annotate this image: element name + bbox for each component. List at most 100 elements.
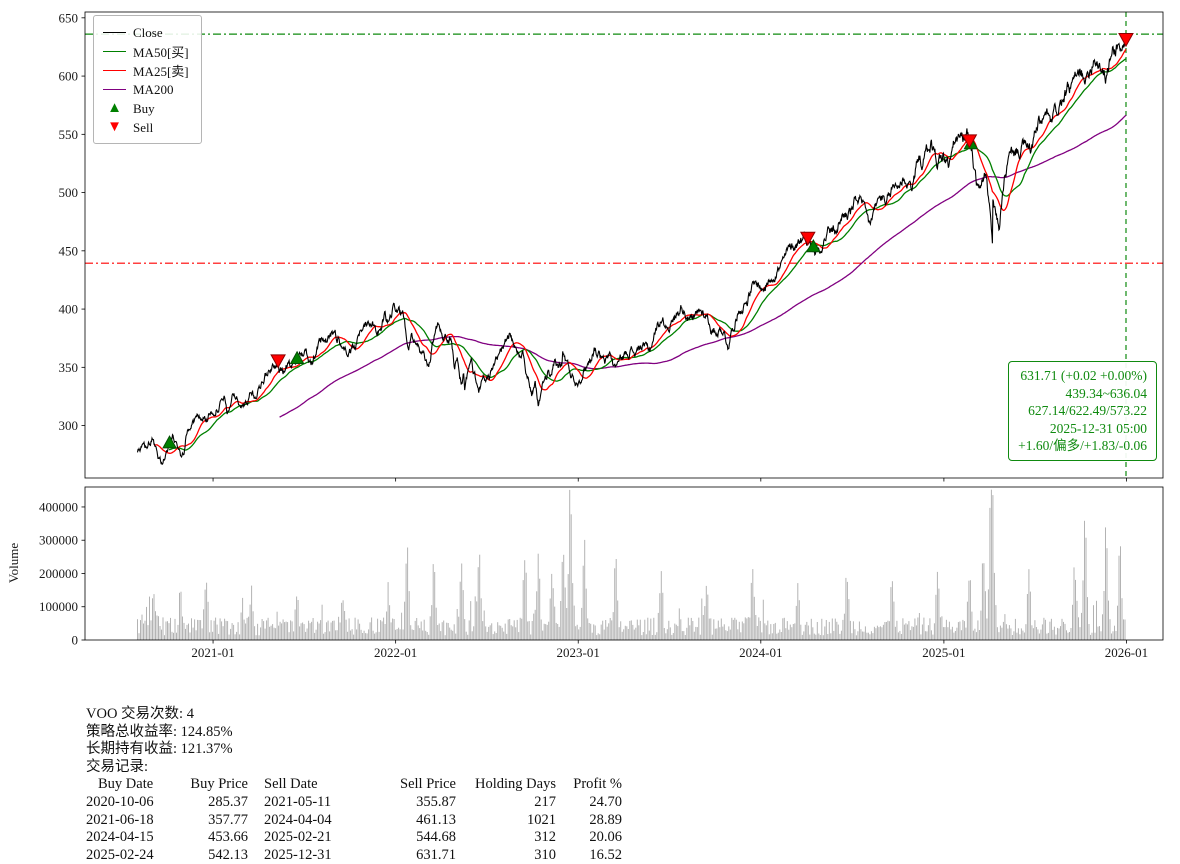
volume-bars xyxy=(137,489,1126,640)
close-line xyxy=(136,39,1127,465)
sell-marker xyxy=(799,231,816,246)
trade-cell: 28.89 xyxy=(589,811,622,828)
sell-marker xyxy=(961,134,978,149)
trades-header-cell: Sell Date xyxy=(264,776,318,793)
price-tick-label: 650 xyxy=(59,10,79,25)
trades-header-cell: Holding Days xyxy=(475,776,556,793)
price-tick-label: 350 xyxy=(59,360,79,375)
price-annotation-box: 631.71 (+0.02 +0.00%) 439.34~636.04 627.… xyxy=(1008,361,1157,461)
legend-item-ma25: MA25[卖] xyxy=(103,61,189,80)
trade-cell: 20.06 xyxy=(589,829,622,846)
axes: 300 350 400 450 500 550 600 650 0 100000 200000 300… xyxy=(39,10,1164,660)
trade-cell: 631.71 xyxy=(416,846,456,863)
volume-tick-label: 300000 xyxy=(39,533,78,548)
sell-swatch-icon: ▼ xyxy=(107,119,122,135)
buy-swatch-icon: ▲ xyxy=(107,100,122,116)
trade-cell: 2024-04-15 xyxy=(86,829,154,846)
legend-item-ma50: MA50[买] xyxy=(103,42,189,61)
trade-cell: 285.37 xyxy=(208,793,248,810)
trade-cell: 357.77 xyxy=(208,811,248,828)
volume-tick-label: 0 xyxy=(72,633,79,648)
date-tick-label: 2022-01 xyxy=(374,645,417,660)
stats-block: VOO 交易次数: 4 策略总收益率: 124.85% 长期持有收益: 121.… xyxy=(86,706,1180,864)
ma25-swatch-icon xyxy=(103,70,126,71)
trade-cell: 24.70 xyxy=(589,793,622,810)
price-tick-label: 300 xyxy=(59,418,79,433)
volume-axis-label: Volume xyxy=(6,542,21,584)
trade-cell: 2025-12-31 xyxy=(264,846,332,863)
trades-header-cell: Buy Price xyxy=(190,776,248,793)
date-tick-label: 2026-01 xyxy=(1105,645,1148,660)
volume-tick-label: 400000 xyxy=(39,499,78,514)
trade-cell: 544.68 xyxy=(416,829,456,846)
legend-item-ma200: MA200 xyxy=(103,80,189,99)
trades-header-cell: Profit % xyxy=(573,776,622,793)
trade-count-line: VOO 交易次数: 4 xyxy=(86,706,194,722)
buy-marker xyxy=(805,239,821,253)
legend-item-close: Close xyxy=(103,23,189,42)
legend-label: MA200 xyxy=(133,81,174,97)
legend-label: Close xyxy=(133,24,163,40)
trades-header-cell: Sell Price xyxy=(400,776,456,793)
buy-markers xyxy=(162,135,979,449)
trade-cell: 2025-02-21 xyxy=(264,829,332,846)
annotation-ma-values: 627.14/622.49/573.22 xyxy=(1028,403,1147,418)
price-tick-label: 500 xyxy=(59,185,79,200)
ma50-swatch-icon xyxy=(103,51,126,52)
price-lines xyxy=(136,39,1127,465)
legend-label: MA25[卖] xyxy=(133,64,189,79)
annotation-timestamp: 2025-12-31 05:00 xyxy=(1049,420,1147,436)
trade-cell: 2024-04-04 xyxy=(264,811,332,828)
ma200-swatch-icon xyxy=(103,89,126,90)
ma25-line xyxy=(153,48,1127,454)
trade-cell: 542.13 xyxy=(208,846,248,863)
trades-header-cell: Buy Date xyxy=(98,776,154,793)
buy-marker xyxy=(289,350,305,364)
trade-cell: 2021-06-18 xyxy=(86,811,154,828)
close-swatch-icon xyxy=(103,32,126,33)
trade-cell: 312 xyxy=(534,829,556,846)
strategy-return-line: 策略总收益率: 124.85% xyxy=(86,723,233,740)
sell-marker xyxy=(1118,33,1134,48)
price-tick-label: 600 xyxy=(59,69,79,84)
trade-cell: 217 xyxy=(534,793,556,810)
trade-cell: 1021 xyxy=(527,811,556,828)
legend: Close MA50[买] MA25[卖] MA200 ▲ Buy ▼ Sell xyxy=(93,15,202,144)
annotation-last-price: 631.71 (+0.02 +0.00%) xyxy=(1020,368,1147,383)
trade-cell: 2025-02-24 xyxy=(86,846,154,863)
sell-marker xyxy=(270,354,286,369)
legend-item-sell: ▼ Sell xyxy=(103,118,189,137)
price-volume-chart: 300 350 400 450 500 550 600 650 0 100000 200000 300… xyxy=(39,10,1164,660)
chart-area: 300 350 400 450 500 550 600 650 0 100000 200000 300… xyxy=(6,10,1164,660)
hold-return-line: 长期持有收益: 121.37% xyxy=(86,741,233,758)
trade-cell: 2021-05-11 xyxy=(264,793,332,810)
reference-lines xyxy=(85,12,1163,478)
date-tick-label: 2024-01 xyxy=(739,645,782,660)
trade-cell: 453.66 xyxy=(208,829,248,846)
buy-marker xyxy=(162,435,177,449)
trade-cell: 355.87 xyxy=(416,793,456,810)
volume-tick-label: 100000 xyxy=(39,599,78,614)
trade-cell: 461.13 xyxy=(416,811,456,828)
ma50-line xyxy=(168,58,1127,451)
price-tick-label: 550 xyxy=(59,127,79,142)
price-tick-label: 450 xyxy=(59,243,79,258)
trade-cell: 310 xyxy=(534,846,556,863)
trade-cell: 2020-10-06 xyxy=(86,793,154,810)
trade-cell: 16.52 xyxy=(589,846,622,863)
annotation-range: 439.34~636.04 xyxy=(1065,385,1147,401)
sell-markers xyxy=(270,33,1134,369)
legend-label: MA50[买] xyxy=(133,45,189,60)
annotation-signal: +1.60/偏多/+1.83/-0.06 xyxy=(1018,438,1147,453)
date-tick-label: 2021-01 xyxy=(191,645,234,660)
volume-tick-label: 200000 xyxy=(39,566,78,581)
date-tick-label: 2025-01 xyxy=(922,645,965,660)
legend-item-buy: ▲ Buy xyxy=(103,99,189,118)
legend-label: Sell xyxy=(133,119,154,135)
legend-label: Buy xyxy=(133,100,155,116)
ma200-line xyxy=(279,114,1127,418)
trades-table: Buy Date Buy Price Sell Date Sell Price Hold… xyxy=(86,776,1180,864)
price-tick-label: 400 xyxy=(59,302,79,317)
trade-log-label: 交易记录: xyxy=(86,758,149,775)
